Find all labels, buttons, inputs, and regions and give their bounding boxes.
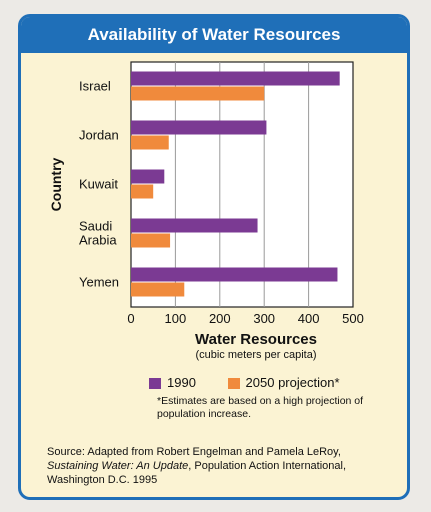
bar-yemen-2050projection — [131, 282, 185, 297]
bar-kuwait-1990 — [131, 169, 165, 184]
legend-label-1990: 1990 — [167, 375, 196, 390]
y-axis-label: Country — [48, 157, 64, 211]
category-label-israel: Israel — [79, 79, 111, 94]
x-tick-label-400: 400 — [298, 311, 320, 326]
category-label-jordan: Jordan — [79, 128, 119, 143]
x-tick-label-300: 300 — [253, 311, 275, 326]
bar-yemen-1990 — [131, 267, 338, 282]
bar-kuwait-2050projection — [131, 184, 154, 199]
x-axis-sublabel: (cubic meters per capita) — [195, 349, 316, 361]
bar-jordan-2050projection — [131, 135, 169, 150]
bar-saudi-arabia-2050projection — [131, 233, 171, 248]
bar-jordan-1990 — [131, 120, 267, 135]
category-label-yemen: Yemen — [79, 275, 119, 290]
legend: 1990 2050 projection* — [149, 375, 368, 390]
chart-card: Availability of Water Resources 0 100 200 3… — [18, 14, 410, 500]
category-label-saudi-arabia: Saudi Arabia — [79, 219, 117, 248]
legend-swatch-1990 — [149, 378, 161, 390]
x-tick-label-500: 500 — [342, 311, 364, 326]
chart-title: Availability of Water Resources — [21, 17, 407, 53]
source-suffix: , Population Action International, Washi… — [47, 460, 347, 486]
legend-item-1990: 1990 — [149, 375, 196, 390]
x-tick-label-200: 200 — [209, 311, 231, 326]
plot-area — [130, 61, 354, 308]
source-prefix: Source: Adapted from Robert Engelman and… — [47, 446, 341, 458]
source-italic: Sustaining Water: An Update — [47, 460, 189, 472]
source-citation: Source: Adapted from Robert Engelman and… — [47, 445, 387, 487]
x-axis-label: Water Resources — [195, 331, 317, 348]
footnote: *Estimates are based on a high projectio… — [157, 395, 364, 420]
legend-swatch-2050 — [227, 378, 240, 390]
bar-chart: 0 100 200 300 400 500 Israel Jordan Kuwait Saudi A… — [48, 61, 364, 361]
legend-item-2050: 2050 projection* — [227, 375, 340, 390]
bar-israel-2050projection — [131, 86, 265, 101]
category-label-kuwait: Kuwait — [79, 177, 118, 192]
x-tick-label-100: 100 — [165, 311, 187, 326]
bar-saudi-arabia-1990 — [131, 218, 258, 233]
x-tick-label-0: 0 — [127, 311, 134, 326]
legend-label-2050: 2050 projection* — [245, 375, 340, 390]
bar-israel-1990 — [131, 71, 340, 86]
